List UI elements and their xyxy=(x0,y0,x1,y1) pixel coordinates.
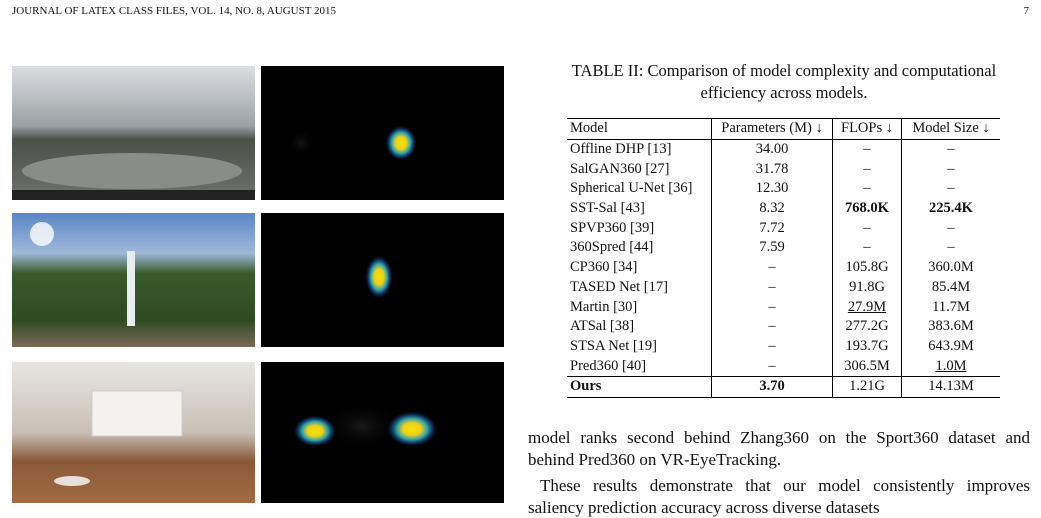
table-cell: Model Size ↓ xyxy=(901,118,1000,140)
table-row: Offline DHP [13] 34.00– – xyxy=(567,139,1000,160)
paragraph: These results demonstrate that our model… xyxy=(528,476,1030,517)
table-row: SST-Sal [43] 8.32 768.0K 225.4K xyxy=(567,198,1000,219)
table-cell: 360.0M xyxy=(928,259,974,276)
table-cell: CP360 [34] xyxy=(570,259,638,276)
table-cell: 27.9M xyxy=(832,297,902,317)
table-cell: – xyxy=(947,239,955,256)
table-cell: Model xyxy=(567,118,712,140)
table-cell: 11.7M xyxy=(932,298,970,315)
table-cell: 383.6M xyxy=(928,318,974,335)
table-row: Spherical U-Net [36] 12.30– – xyxy=(567,179,1000,199)
table-cell: ATSal [38] xyxy=(570,318,635,335)
table-cell: – xyxy=(711,257,833,278)
table-cell: STSA Net [19] xyxy=(570,337,657,354)
table-cell: 34.00 xyxy=(711,139,833,160)
table-row: STSA Net [19] –193.7G 643.9M xyxy=(567,336,1000,357)
table-cell: TASED Net [17] xyxy=(570,278,668,295)
table-cell: SST-Sal [43] xyxy=(570,200,645,217)
table-row: TASED Net [17] –91.8G 85.4M xyxy=(567,277,1000,298)
table-row: Ours 3.70 1.21G 14.13M xyxy=(567,375,1000,398)
table-header: Model Parameters (M) ↓ FLOPs ↓ Model Size ↓ xyxy=(567,118,1000,140)
table-cell: 193.7G xyxy=(832,336,902,357)
image-row-3 xyxy=(12,362,504,503)
table-cell: – xyxy=(711,356,833,377)
table-cell: Ours xyxy=(567,375,712,398)
table-cell: – xyxy=(832,238,902,258)
table-cell: Offline DHP [13] xyxy=(570,141,672,158)
table-row: Martin [30] –27.9M 11.7M xyxy=(567,297,1000,317)
table-cell: – xyxy=(711,336,833,357)
table-cell: – xyxy=(711,277,833,298)
table-cell: 360Spred [44] xyxy=(570,239,654,256)
running-header: JOURNAL OF LATEX CLASS FILES, VOL. 14, N… xyxy=(12,5,337,17)
table-row: SPVP360 [39] 7.72– – xyxy=(567,218,1000,239)
table-row: Pred360 [40] –306.5M 1.0M xyxy=(567,356,1000,377)
table-cell: 643.9M xyxy=(928,337,974,354)
table-cell: – xyxy=(711,297,833,317)
image-row-1 xyxy=(12,66,504,200)
table-cell: 3.70 xyxy=(711,375,833,398)
table-cell: 277.2G xyxy=(832,316,902,337)
table-cell: 306.5M xyxy=(832,356,902,377)
figure xyxy=(12,66,504,503)
table-cell: 1.0M xyxy=(935,357,967,374)
paragraph: model ranks second behind Zhang360 on th… xyxy=(528,428,1030,469)
table-row: CP360 [34] –105.8G 360.0M xyxy=(567,257,1000,278)
table-cell: 31.78 xyxy=(711,159,833,180)
table-cell: 7.72 xyxy=(711,218,833,239)
table-row: SalGAN360 [27] 31.78– – xyxy=(567,159,1000,180)
table-cell: – xyxy=(832,179,902,199)
table-row: 360Spred [44] 7.59– – xyxy=(567,238,1000,258)
table-cell: 12.30 xyxy=(711,179,833,199)
table-cell: FLOPs ↓ xyxy=(832,118,902,140)
table-cell: Parameters (M) ↓ xyxy=(711,118,833,140)
table-cell: – xyxy=(832,159,902,180)
table-cell: Pred360 [40] xyxy=(570,357,647,374)
table-cell: – xyxy=(711,316,833,337)
table-cell: 105.8G xyxy=(832,257,902,278)
table-cell: 7.59 xyxy=(711,238,833,258)
table-cell: – xyxy=(947,180,955,197)
table-cell: – xyxy=(947,160,955,177)
table-caption: TABLE II: Comparison of model complexity… xyxy=(571,61,997,102)
table-cell: 768.0K xyxy=(832,198,902,219)
table-cell: – xyxy=(947,219,955,236)
table-cell: SPVP360 [39] xyxy=(570,219,655,236)
table: Model Parameters (M) ↓ FLOPs ↓ Model Size ↓… xyxy=(567,118,1000,398)
table-cell: 1.21G xyxy=(832,375,902,398)
table-cell: Martin [30] xyxy=(570,298,638,315)
page-number: 7 xyxy=(1023,5,1030,17)
table-cell: – xyxy=(832,218,902,239)
table-cell: Spherical U-Net [36] xyxy=(570,180,693,197)
table-cell: – xyxy=(832,139,902,160)
table-cell: 8.32 xyxy=(711,198,833,219)
table-cell: 14.13M xyxy=(901,375,1000,398)
table-cell: – xyxy=(947,141,955,158)
table-cell: 85.4M xyxy=(931,278,971,295)
table-cell: 225.4K xyxy=(929,200,973,217)
table-cell: SalGAN360 [27] xyxy=(570,160,670,177)
table-row: ATSal [38] –277.2G 383.6M xyxy=(567,316,1000,337)
image-row-2 xyxy=(12,213,504,347)
table-cell: 91.8G xyxy=(832,277,902,298)
